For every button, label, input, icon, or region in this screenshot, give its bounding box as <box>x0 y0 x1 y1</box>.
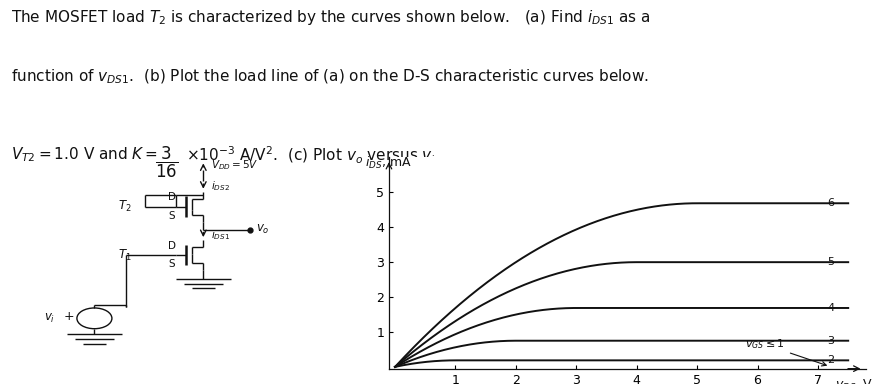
Text: 6: 6 <box>827 198 834 208</box>
Text: +: + <box>64 310 74 323</box>
Text: $v_{DS}$, V: $v_{DS}$, V <box>835 378 873 384</box>
Text: The MOSFET load $T_2$ is characterized by the curves shown below.   (a) Find $i_: The MOSFET load $T_2$ is characterized b… <box>11 8 651 27</box>
Text: $v_o$: $v_o$ <box>255 223 270 236</box>
Text: 2: 2 <box>827 355 834 365</box>
Text: $T_2$: $T_2$ <box>118 199 132 214</box>
Text: $\dfrac{3}{16}$: $\dfrac{3}{16}$ <box>155 145 178 180</box>
Text: 4: 4 <box>827 303 834 313</box>
Text: $v_{GS} \leq 1$: $v_{GS} \leq 1$ <box>745 338 827 366</box>
Text: S: S <box>168 211 175 221</box>
Text: $T_1$: $T_1$ <box>118 247 132 263</box>
Text: $V_{T2} = 1.0$ V and $K=$: $V_{T2} = 1.0$ V and $K=$ <box>11 145 157 164</box>
Text: $i_{DS2}$: $i_{DS2}$ <box>211 180 230 193</box>
Text: 3: 3 <box>827 336 834 346</box>
Text: $i_{DS1}$: $i_{DS1}$ <box>211 228 230 242</box>
Text: 5: 5 <box>827 257 834 267</box>
Text: $i_{DS}$, mA: $i_{DS}$, mA <box>365 155 411 171</box>
Text: $V_{DD} = 5V$: $V_{DD} = 5V$ <box>211 158 259 172</box>
Text: $\times 10^{-3}$ A/V$^2$.  (c) Plot $v_o$ versus $v_i$.: $\times 10^{-3}$ A/V$^2$. (c) Plot $v_o$… <box>186 145 439 166</box>
Text: $v_i$: $v_i$ <box>44 312 55 325</box>
Text: D: D <box>168 241 176 251</box>
Text: D: D <box>168 192 176 202</box>
Text: S: S <box>168 259 175 269</box>
Text: function of $v_{DS1}$.  (b) Plot the load line of (a) on the D-S characteristic : function of $v_{DS1}$. (b) Plot the load… <box>11 68 649 86</box>
